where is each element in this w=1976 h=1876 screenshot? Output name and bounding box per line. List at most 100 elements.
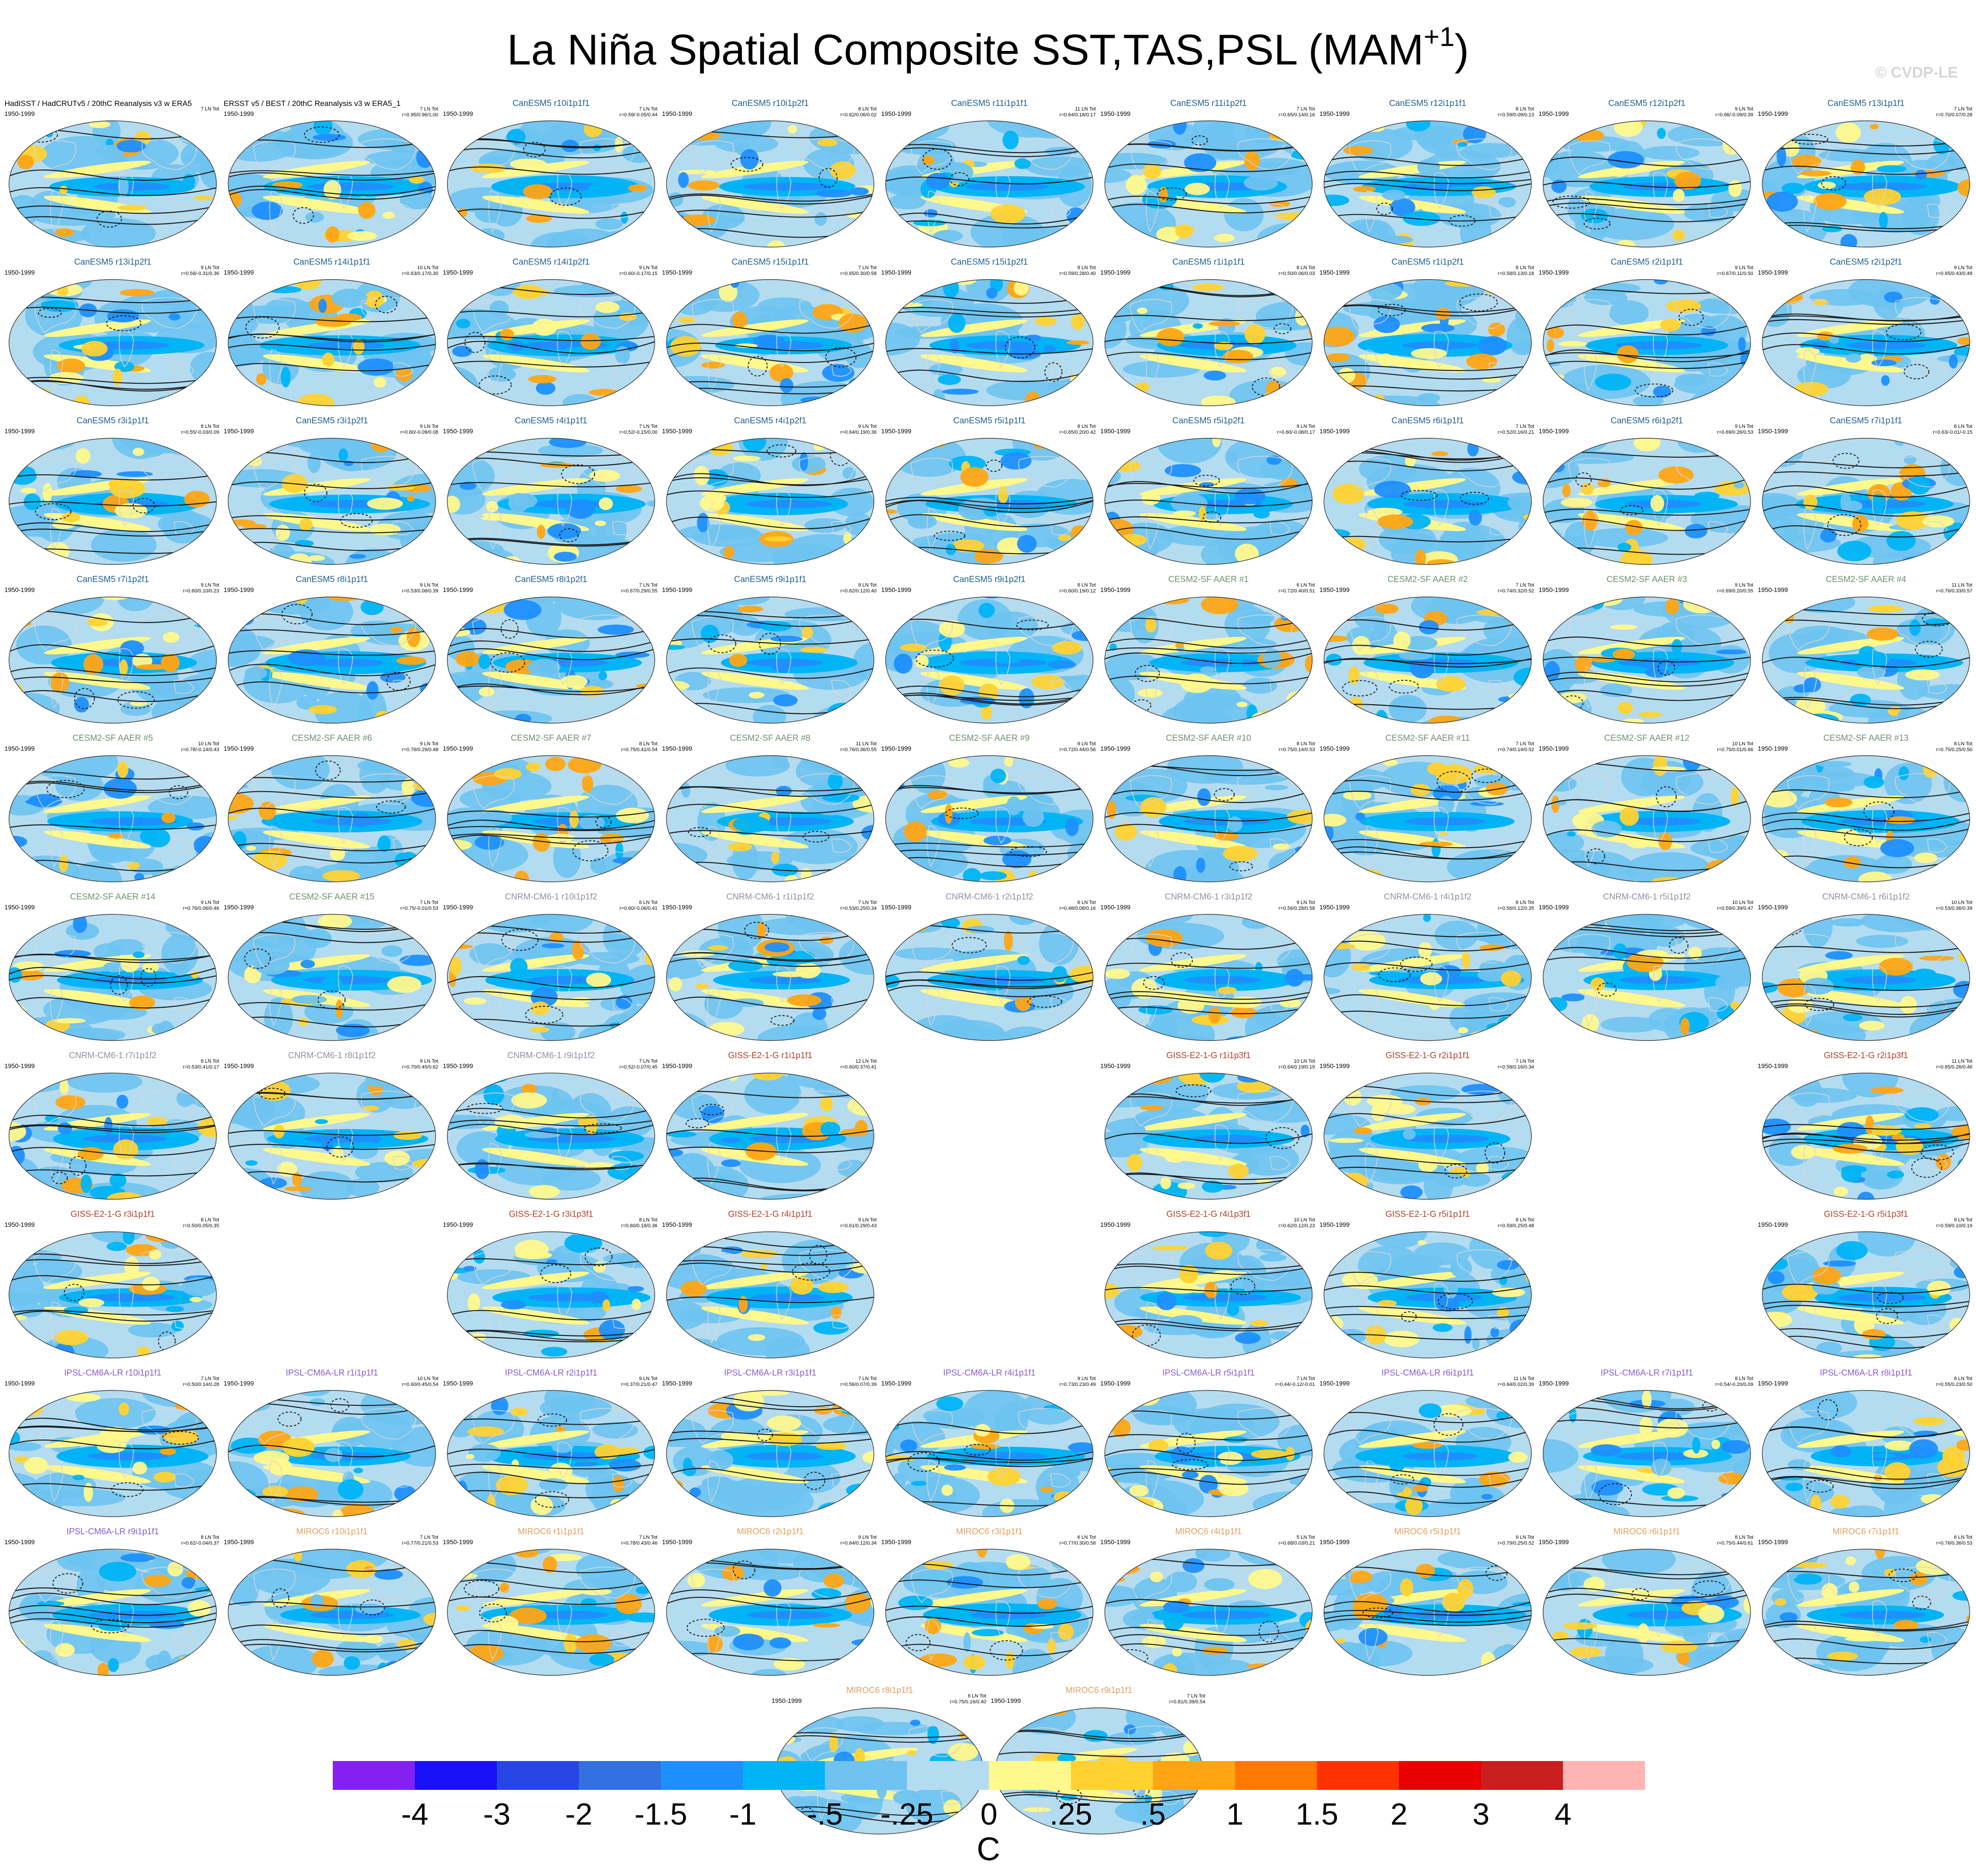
panel-pattern-correlation: r=0.58/0.16/0.34 [1498,1064,1534,1070]
panel-pattern-correlation: r=0.76/0.33/0.57 [1936,588,1972,594]
panel-period: 1950-1999 [443,1221,473,1228]
composite-map [1762,596,1970,724]
colorbar-swatch [496,1761,579,1790]
composite-map [1323,914,1532,1041]
composite-map [666,438,874,565]
panel-pattern-correlation: r=0.64/0.18/0.17 [1059,112,1096,118]
map-panel: MIROC6 r2i1p1f1 1950-1999 9 LN Tot r=0.64/0… [662,1527,878,1680]
map-panel: GISS-E2-1-G r1i1p3f1 1950-1999 10 LN Tot r=… [1100,1050,1317,1204]
panel-stats: 7 LN Tot r=0.67/0.29/0.55 [581,583,657,594]
panel-stats: 7 LN Tot r=0.52/0.16/0.21 [1457,424,1534,436]
panel-pattern-correlation: r=0.59/0.10/0.19 [1936,1223,1972,1229]
map-panel: CanESM5 r10i1p1f1 1950-1999 7 LN Tot r=0.59… [443,98,659,252]
colorbar-swatch [1071,1761,1153,1790]
colorbar-swatch [1317,1761,1399,1790]
colorbar-tick-label: 4 [1554,1797,1572,1831]
panel-title: GISS-E2-1-G r3i1p3f1 [509,1210,593,1219]
map-panel: CanESM5 r11i1p1f1 1950-1999 11 LN Tot r=0.6… [881,98,1098,252]
map-panel: CNRM-CM6-1 r1i1p1f2 1950-1999 7 LN Tot r=0.… [662,892,878,1045]
panel-period: 1950-1999 [1319,1380,1350,1387]
colorbar-swatch [825,1761,907,1790]
panel-pattern-correlation: r=0.59/0.09/0.13 [1498,112,1534,118]
composite-map [447,438,655,565]
panel-period: 1950-1999 [1100,110,1130,117]
panel-title: MIROC6 r10i1p1f1 [296,1527,368,1537]
panel-pattern-correlation: r=0.69/0.26/0.53 [1717,430,1753,435]
panel-title: CESM2-SF AAER #6 [291,734,372,743]
panel-event-count: 7 LN Tot [858,1376,877,1381]
composite-map [228,914,436,1041]
panel-stats: 7 LN Tot r=0.81/0.39/0.54 [1129,1693,1205,1705]
panel-period: 1950-1999 [1100,586,1130,593]
panel-pattern-correlation: r=0.53/0.25/0.34 [840,906,877,911]
composite-map [447,1549,655,1676]
panel-pattern-correlation: r=0.63/0.17/0.30 [402,271,438,276]
colorbar-tick-label: 1.5 [1296,1797,1338,1831]
panel-period: 1950-1999 [443,1380,473,1387]
panel-stats: 8 LN Tot r=0.55/0.23/0.50 [1896,1376,1972,1388]
map-panel: CNRM-CM6-1 r5i1p1f2 1950-1999 10 LN Tot r=0… [1539,892,1755,1045]
composite-map [1543,1549,1751,1676]
panel-period: 1950-1999 [224,1062,254,1069]
composite-map [447,1231,655,1358]
panel-stats: 9 LN Tot r=0.70/0.45/0.62 [362,1059,438,1070]
panel-title: CESM2-SF AAER #11 [1385,734,1470,743]
panel-pattern-correlation: r=0.53/0.41/0.17 [183,1064,219,1070]
composite-map [1762,1390,1970,1517]
panel-period: 1950-1999 [443,745,473,752]
panel-stats: 9 LN Tot r=0.69/0.20/0.55 [1677,583,1753,594]
panel-period: 1950-1999 [662,110,692,117]
panel-stats: 7 LN Tot r=0.52/-0.15/0.00 [581,424,657,436]
panel-title: CanESM5 r4i1p2f1 [734,416,807,426]
colorbar-tick-label: 0 [980,1797,997,1831]
panel-title: CanESM5 r9i1p2f1 [953,575,1026,584]
panel-event-count: 8 LN Tot [201,1059,219,1064]
map-panel: CanESM5 r13i1p1f1 1950-1999 7 LN Tot r=0.70… [1758,98,1974,252]
panel-period: 1950-1999 [1319,1538,1350,1546]
panel-event-count: 7 LN Tot [420,1535,438,1540]
panel-event-count: 9 LN Tot [201,583,219,588]
colorbar-swatch [743,1761,825,1790]
panel-period: 1950-1999 [5,1062,35,1069]
map-panel: CNRM-CM6-1 r4i1p1f2 1950-1999 8 LN Tot r=0.… [1319,892,1536,1045]
panel-period: 1950-1999 [1319,904,1350,911]
map-panel: CESM2-SF AAER #1 1950-1999 6 LN Tot r=0.72/… [1100,574,1317,728]
panel-period: 1950-1999 [443,586,473,593]
panel-period: 1950-1999 [443,427,473,435]
panel-event-count: 7 LN Tot [420,900,438,905]
panel-event-count: 8 LN Tot [1516,900,1534,905]
panel-title: CNRM-CM6-1 r1i1p1f2 [726,892,814,902]
panel-title: CNRM-CM6-1 r9i1p1f2 [507,1051,595,1060]
panel-period: 1950-1999 [1758,110,1788,117]
panel-pattern-correlation: r=0.76/0.36/0.55 [840,747,877,752]
panel-stats: 7 LN Tot r=0.78/0.43/0.46 [581,1535,657,1546]
panel-title: MIROC6 r5i1p1f1 [1394,1527,1461,1537]
panel-pattern-correlation: r=0.59/0.25/0.48 [1498,1223,1534,1229]
panel-period: 1950-1999 [1100,904,1130,911]
panel-event-count: 9 LN Tot [639,265,657,271]
panel-title: CNRM-CM6-1 r3i1p1f2 [1164,892,1253,902]
panel-pattern-correlation: r=0.59/-0.05/0.44 [619,112,657,118]
panel-period: 1950-1999 [5,1380,35,1387]
map-panel: IPSL-CM6A-LR r6i1p1f1 1950-1999 11 LN Tot r… [1319,1368,1536,1521]
composite-map [1543,596,1751,724]
panel-title: CanESM5 r5i1p2f1 [1172,416,1245,426]
map-panel: HadISST / HadCRUTv5 / 20thC Reanalysis v… [5,98,221,252]
map-panel: CNRM-CM6-1 r2i1p1f2 1950-1999 6 LN Tot r=0.… [881,892,1098,1045]
panel-stats: 8 LN Tot r=0.59/0.28/0.40 [1019,265,1096,277]
panel-pattern-correlation: r=0.59/0.39/0.47 [1717,906,1753,911]
panel-stats: 6 LN Tot r=0.77/0.30/0.58 [1019,1535,1096,1546]
map-panel: CanESM5 r8i1p1f1 1950-1999 9 LN Tot r=0.53/… [224,574,440,728]
panel-period: 1950-1999 [1758,1538,1788,1546]
panel-event-count: 9 LN Tot [639,1376,657,1381]
panel-stats: 11 LN Tot r=0.76/0.33/0.57 [1896,583,1972,594]
map-panel: CanESM5 r7i1p2f1 1950-1999 9 LN Tot r=0.60/… [5,574,221,728]
panel-pattern-correlation: r=0.65/0.20/0.42 [1059,430,1096,435]
panel-pattern-correlation: r=0.65/0.14/0.16 [1278,112,1315,118]
panel-event-count: 7 LN Tot [1296,1376,1315,1381]
panel-stats: 9 LN Tot r=0.60/-0.09/0.08 [362,424,438,436]
panel-title: CanESM5 r6i1p2f1 [1610,416,1683,426]
colorbar-swatch [1153,1761,1236,1790]
panel-title: ERSST v5 / BEST / 20thC Reanalysis v3 w … [224,99,401,108]
panel-event-count: 11 LN Tot [855,741,877,747]
